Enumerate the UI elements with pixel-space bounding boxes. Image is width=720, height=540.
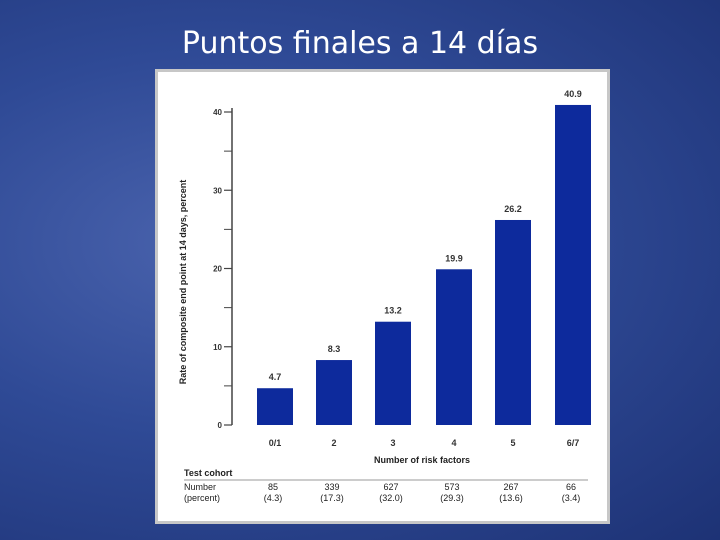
- x-category-label: 2: [331, 438, 336, 448]
- y-tick-label: 10: [213, 343, 222, 352]
- bar: [257, 388, 293, 425]
- cohort-row-label-percent: (percent): [184, 493, 220, 503]
- x-category-label: 5: [510, 438, 515, 448]
- cohort-number: 627: [383, 482, 398, 492]
- cohort-number: 66: [566, 482, 576, 492]
- bar: [375, 321, 411, 425]
- cohort-percent: (4.3): [264, 493, 283, 503]
- bar-value-label: 8.3: [328, 344, 341, 354]
- chart-figure: Rate of composite end point at 14 days, …: [155, 69, 610, 524]
- x-axis-title: Number of risk factors: [374, 455, 470, 465]
- bar: [436, 269, 472, 425]
- bar-value-label: 13.2: [384, 306, 402, 316]
- x-category-label: 3: [390, 438, 395, 448]
- cohort-percent: (17.3): [320, 493, 344, 503]
- bar: [316, 360, 352, 425]
- bar: [555, 104, 591, 425]
- x-category-label: 4: [451, 438, 456, 448]
- cohort-percent: (29.3): [440, 493, 464, 503]
- cohort-percent: (13.6): [499, 493, 523, 503]
- cohort-number: 267: [503, 482, 518, 492]
- cohort-percent: (3.4): [562, 493, 581, 503]
- bar-value-label: 4.7: [269, 372, 282, 382]
- cohort-number: 339: [324, 482, 339, 492]
- y-tick-label: 30: [213, 186, 222, 195]
- bar-value-label: 26.2: [504, 204, 522, 214]
- y-tick-label: 0: [218, 421, 223, 430]
- bar-value-label: 40.9: [564, 89, 582, 99]
- x-category-label: 0/1: [269, 438, 282, 448]
- bar-value-label: 19.9: [445, 253, 463, 263]
- slide-title: Puntos finales a 14 días: [181, 26, 539, 61]
- cohort-number: 85: [268, 482, 278, 492]
- y-tick-label: 40: [213, 108, 222, 117]
- y-tick-label: 20: [213, 265, 222, 274]
- y-axis-title: Rate of composite end point at 14 days, …: [178, 180, 188, 385]
- bar-chart: Rate of composite end point at 14 days, …: [178, 89, 591, 503]
- cohort-row-label-number: Number: [184, 482, 216, 492]
- cohort-title: Test cohort: [184, 468, 232, 478]
- x-category-label: 6/7: [567, 438, 580, 448]
- cohort-percent: (32.0): [379, 493, 403, 503]
- cohort-number: 573: [444, 482, 459, 492]
- bar: [495, 219, 531, 425]
